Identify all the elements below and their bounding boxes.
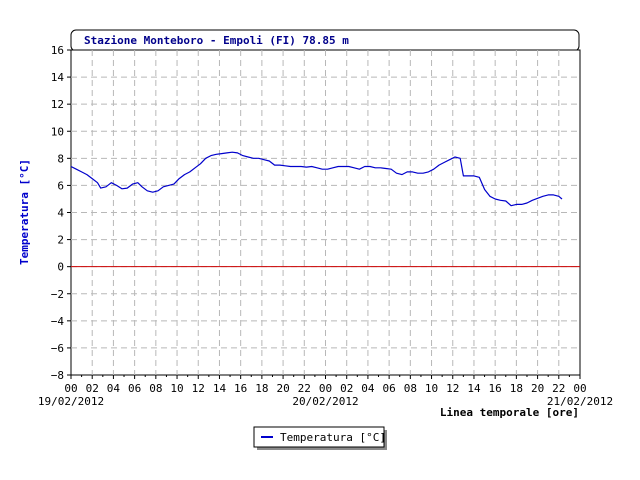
x-tick-label: 10 xyxy=(425,382,438,395)
legend: Temperatura [°C] xyxy=(253,426,387,450)
x-tick-label: 22 xyxy=(552,382,565,395)
x-tick-label: 02 xyxy=(340,382,353,395)
y-tick-label: −6 xyxy=(51,342,64,355)
x-tick-label: 12 xyxy=(446,382,459,395)
x-tick-label: 02 xyxy=(86,382,99,395)
x-tick-label: 06 xyxy=(383,382,396,395)
x-tick-label: 14 xyxy=(213,382,227,395)
y-tick-label: −4 xyxy=(51,315,65,328)
y-tick-label: 6 xyxy=(57,179,64,192)
y-tick-label: −2 xyxy=(51,288,64,301)
y-tick-label: 4 xyxy=(57,207,64,220)
date-label: 20/02/2012 xyxy=(292,395,358,408)
series-line-temperatura xyxy=(70,151,563,207)
y-tick-label: −8 xyxy=(51,369,64,382)
x-tick-label: 22 xyxy=(298,382,311,395)
y-tick-label: 16 xyxy=(51,44,64,57)
x-tick-label: 16 xyxy=(489,382,502,395)
series-layer xyxy=(70,151,580,268)
x-tick-label: 14 xyxy=(467,382,481,395)
x-tick-label: 18 xyxy=(255,382,268,395)
x-tick-label: 18 xyxy=(510,382,523,395)
y-tick-label: 14 xyxy=(51,71,65,84)
y-tick-label: 0 xyxy=(57,261,64,274)
x-tick-label: 00 xyxy=(319,382,332,395)
x-tick-label: 08 xyxy=(149,382,162,395)
x-tick-label: 10 xyxy=(170,382,183,395)
legend-box xyxy=(253,426,385,448)
date-label: 19/02/2012 xyxy=(38,395,104,408)
chart-title: Stazione Monteboro - Empoli (FI) 78.85 m xyxy=(84,34,349,47)
y-tick-label: 2 xyxy=(57,234,64,247)
x-tick-label: 20 xyxy=(276,382,289,395)
date-label: 21/02/2012 xyxy=(547,395,613,408)
x-tick-label: 00 xyxy=(573,382,586,395)
y-axis-label: Temperatura [°C] xyxy=(18,159,31,265)
x-tick-label: 00 xyxy=(64,382,77,395)
x-tick-label: 20 xyxy=(531,382,544,395)
y-tick-label: 12 xyxy=(51,98,64,111)
y-tick-label: 10 xyxy=(51,125,64,138)
x-tick-label: 16 xyxy=(234,382,247,395)
x-tick-label: 04 xyxy=(107,382,121,395)
x-tick-label: 06 xyxy=(128,382,141,395)
x-axis-label: Linea temporale [ore] xyxy=(440,406,579,419)
x-tick-label: 12 xyxy=(192,382,205,395)
y-tick-label: 8 xyxy=(57,152,64,165)
legend-label: Temperatura [°C] xyxy=(280,431,386,444)
x-tick-label: 04 xyxy=(361,382,375,395)
x-tick-label: 08 xyxy=(404,382,417,395)
